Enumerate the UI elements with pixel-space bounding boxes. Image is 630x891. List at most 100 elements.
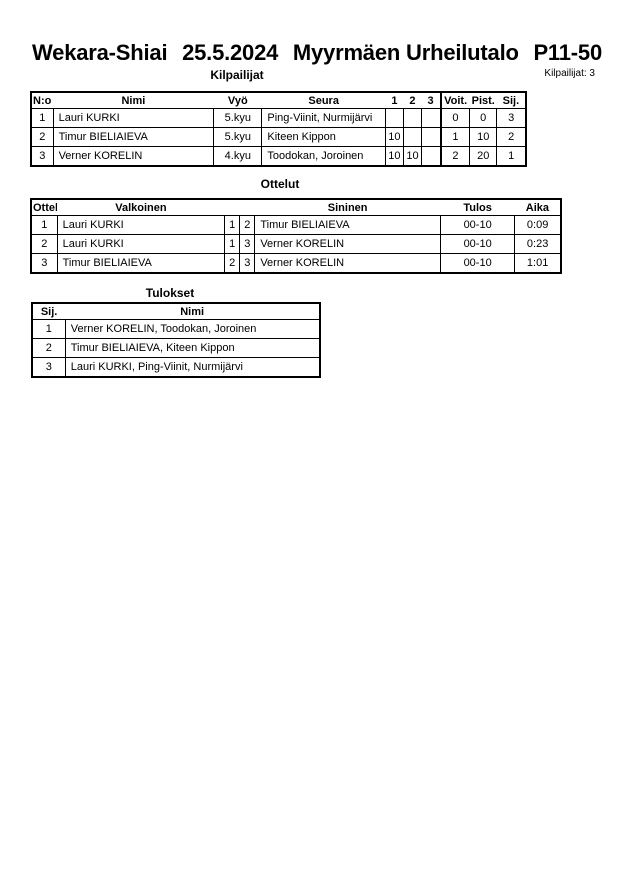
col-header-blue-seed — [240, 199, 255, 216]
cell-white-seed: 1 — [224, 234, 241, 254]
col-header-voit: Voit. — [439, 92, 470, 109]
table-row: 1 Lauri KURKI 1 2 Timur BIELIAIEVA 00-10… — [30, 215, 562, 235]
cell-name-club: Timur BIELIAIEVA, Kiteen Kippon — [64, 338, 321, 358]
col-header-white-seed — [225, 199, 240, 216]
cell-round2 — [402, 108, 423, 128]
cell-round3 — [421, 146, 442, 167]
cell-match-no: 1 — [30, 215, 58, 235]
cell-no: 3 — [30, 146, 54, 167]
col-header-pist: Pist. — [471, 94, 495, 107]
cell-name-club: Lauri KURKI, Ping-Viinit, Nurmijärvi — [64, 357, 321, 378]
col-header-tulos: Tulos — [463, 201, 492, 214]
title-venue: Myyrmäen Urheilutalo — [292, 40, 519, 65]
cell-voit: 2 — [439, 146, 471, 167]
section-heading-tulokset: Tulokset — [145, 286, 195, 300]
col-header-no: N:o — [33, 94, 52, 107]
table-row: 1 Lauri KURKI 5.kyu Ping-Viinit, Nurmijä… — [30, 108, 527, 128]
table-row: 1 Verner KORELIN, Toodokan, Joroinen — [31, 319, 321, 339]
cell-vyo: 5.kyu — [213, 127, 263, 147]
cell-round2: 10 — [402, 146, 423, 167]
col-header-nimi: Nimi — [180, 305, 205, 318]
cell-sij: 3 — [496, 108, 527, 128]
cell-blue-seed: 3 — [239, 234, 256, 254]
cell-match-no: 3 — [30, 253, 58, 274]
cell-white-seed: 2 — [224, 253, 241, 274]
col-header-round3: 3 — [427, 94, 434, 107]
cell-match-no: 2 — [30, 234, 58, 254]
cell-rank: 3 — [31, 357, 66, 378]
ottelut-header-row: Ottelu Valkoinen Sininen Tulos Aika — [31, 199, 561, 216]
cell-seura: Ping-Viinit, Nurmijärvi — [261, 108, 386, 128]
kilpailijat-header-row: N:o Nimi Vyö Seura 1 2 3 Voit. Pist. Sij… — [31, 92, 526, 109]
ottelut-table: Ottelu Valkoinen Sininen Tulos Aika 1 La… — [30, 198, 562, 274]
cell-vyo: 4.kyu — [213, 146, 263, 167]
col-header-aika: Aika — [525, 201, 549, 214]
cell-round1 — [384, 108, 404, 128]
cell-nimi: Lauri KURKI — [52, 108, 215, 128]
cell-blue-name: Timur BIELIAIEVA — [254, 215, 441, 235]
cell-time: 0:09 — [514, 215, 562, 235]
cell-no: 2 — [30, 127, 54, 147]
cell-score: 00-10 — [439, 253, 516, 274]
page-title: Wekara-Shiai 25.5.2024 Myyrmäen Urheilut… — [32, 40, 602, 66]
cell-blue-seed: 3 — [239, 253, 256, 274]
cell-rank: 1 — [31, 319, 66, 339]
title-date: 25.5.2024 — [182, 40, 279, 65]
cell-seura: Kiteen Kippon — [261, 127, 386, 147]
cell-voit: 0 — [439, 108, 471, 128]
col-header-ottelu: Ottelu — [33, 201, 57, 214]
cell-pist: 10 — [469, 127, 498, 147]
cell-white-name: Timur BIELIAIEVA — [56, 253, 226, 274]
tulokset-table: Sij. Nimi 1 Verner KORELIN, Toodokan, Jo… — [31, 302, 321, 378]
cell-pist: 0 — [469, 108, 498, 128]
col-header-sininen: Sininen — [327, 201, 368, 214]
cell-round2 — [402, 127, 423, 147]
section-heading-ottelut: Ottelut — [260, 177, 300, 191]
cell-pist: 20 — [469, 146, 498, 167]
tulokset-header-row: Sij. Nimi — [32, 303, 320, 320]
col-header-vyo: Vyö — [227, 94, 248, 107]
cell-blue-name: Verner KORELIN — [254, 234, 441, 254]
title-event: Wekara-Shiai — [32, 40, 168, 65]
cell-blue-name: Verner KORELIN — [254, 253, 441, 274]
title-category: P11-50 — [533, 40, 602, 65]
col-header-round2: 2 — [409, 94, 416, 107]
cell-nimi: Timur BIELIAIEVA — [52, 127, 215, 147]
kilpailijat-table: N:o Nimi Vyö Seura 1 2 3 Voit. Pist. Sij… — [30, 91, 527, 167]
cell-score: 00-10 — [439, 215, 516, 235]
col-header-valkoinen: Valkoinen — [115, 201, 167, 214]
cell-white-name: Lauri KURKI — [56, 215, 226, 235]
col-header-nimi: Nimi — [121, 94, 146, 107]
col-header-seura: Seura — [308, 94, 339, 107]
table-row: 2 Timur BIELIAIEVA, Kiteen Kippon — [31, 338, 321, 358]
col-header-sij: Sij. — [40, 305, 58, 318]
cell-round3 — [421, 127, 442, 147]
cell-nimi: Verner KORELIN — [52, 146, 215, 167]
table-row: 3 Verner KORELIN 4.kyu Toodokan, Joroine… — [30, 146, 527, 167]
cell-voit: 1 — [439, 127, 471, 147]
cell-time: 1:01 — [514, 253, 562, 274]
cell-vyo: 5.kyu — [213, 108, 263, 128]
table-row: 2 Lauri KURKI 1 3 Verner KORELIN 00-10 0… — [30, 234, 562, 254]
table-row: 3 Lauri KURKI, Ping-Viinit, Nurmijärvi — [31, 357, 321, 378]
cell-round3 — [421, 108, 442, 128]
cell-white-seed: 1 — [224, 215, 241, 235]
col-header-sij: Sij. — [502, 94, 520, 107]
cell-name-club: Verner KORELIN, Toodokan, Joroinen — [64, 319, 321, 339]
cell-round1: 10 — [384, 146, 404, 167]
competitors-count: Kilpailijat: 3 — [544, 68, 595, 79]
table-row: 3 Timur BIELIAIEVA 2 3 Verner KORELIN 00… — [30, 253, 562, 274]
cell-seura: Toodokan, Joroinen — [261, 146, 386, 167]
cell-score: 00-10 — [439, 234, 516, 254]
cell-sij: 1 — [496, 146, 527, 167]
col-header-round1: 1 — [391, 94, 398, 107]
cell-white-name: Lauri KURKI — [56, 234, 226, 254]
cell-sij: 2 — [496, 127, 527, 147]
section-heading-kilpailijat: Kilpailijat — [210, 68, 264, 82]
cell-rank: 2 — [31, 338, 66, 358]
table-row: 2 Timur BIELIAIEVA 5.kyu Kiteen Kippon 1… — [30, 127, 527, 147]
cell-time: 0:23 — [514, 234, 562, 254]
cell-blue-seed: 2 — [239, 215, 256, 235]
cell-no: 1 — [30, 108, 54, 128]
